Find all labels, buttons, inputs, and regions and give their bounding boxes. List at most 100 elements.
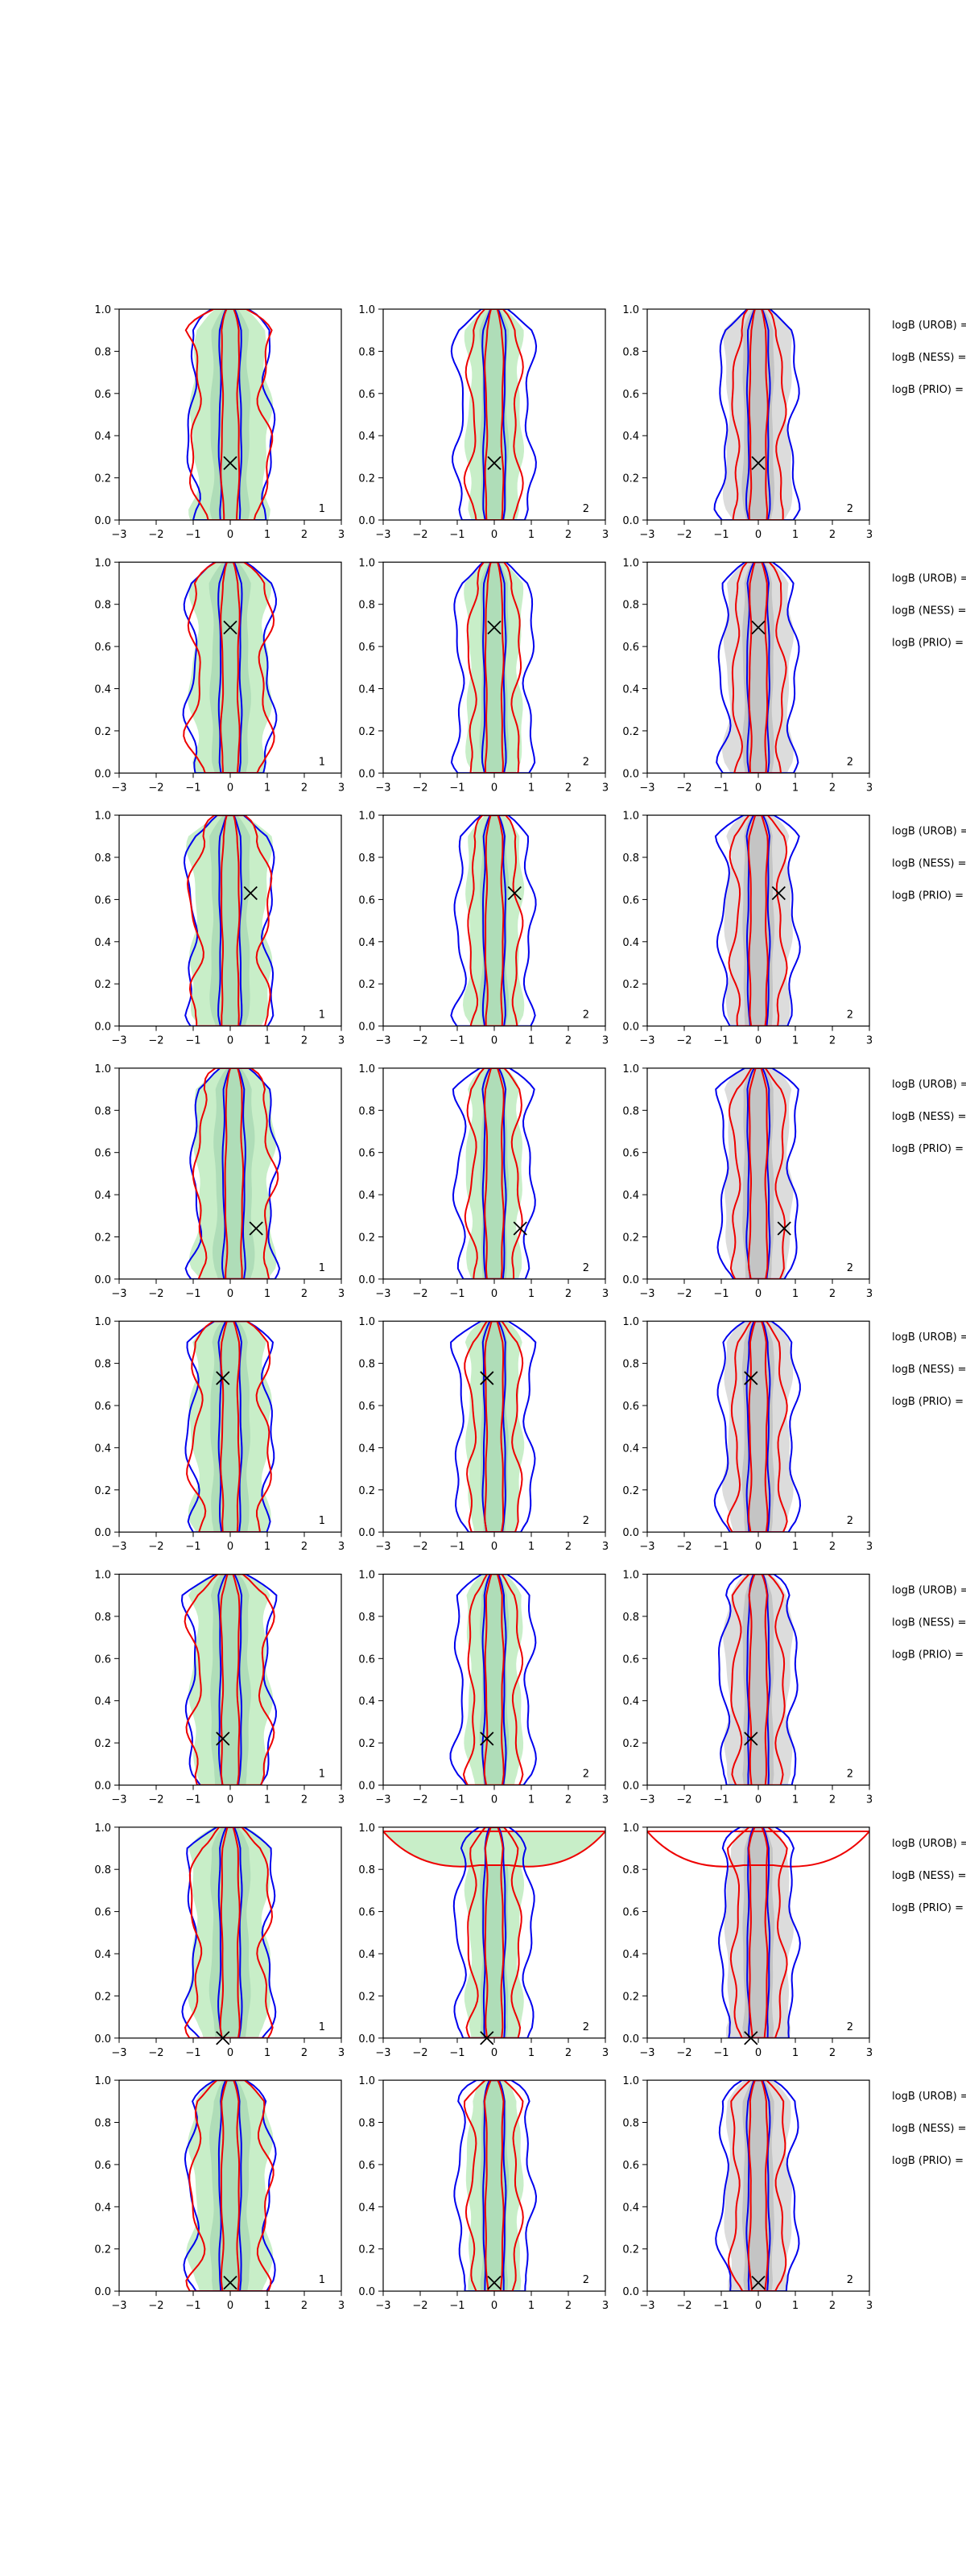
panel-index-label: 2 bbox=[583, 1515, 589, 1527]
panel-r6-c1: −3 −2 −1 0 1 2 3 0.0 0.2 0.4 0.6 0.8 1.0 1 bbox=[94, 1570, 345, 1806]
panel-index-label: 2 bbox=[583, 756, 589, 768]
y-tick-label: 1.0 bbox=[94, 2075, 111, 2087]
y-tick-label: 0.8 bbox=[622, 2118, 639, 2130]
legend-label-1: logB (UROB) = bbox=[892, 1838, 966, 1850]
panel-index-label: 1 bbox=[319, 2274, 325, 2286]
red-outer-contour bbox=[728, 1067, 786, 1279]
red-inner-contour bbox=[747, 2080, 769, 2292]
panel-index-label: 2 bbox=[583, 2274, 589, 2286]
y-tick-label: 0.6 bbox=[622, 1653, 639, 1666]
blue-outer-contour bbox=[453, 2080, 538, 2292]
y-tick-label: 1.0 bbox=[94, 1823, 111, 1835]
panel-r6-c2: −3 −2 −1 0 1 2 3 0.0 0.2 0.4 0.6 0.8 1.0 2 bbox=[358, 1570, 609, 1806]
y-tick-label: 0.0 bbox=[358, 2286, 375, 2298]
red-outer-contour bbox=[731, 309, 787, 520]
x-tick-label: 2 bbox=[565, 782, 572, 794]
blue-outer-contour bbox=[180, 1574, 278, 1785]
x-tick-label: −1 bbox=[713, 782, 729, 794]
truth-marker bbox=[777, 1221, 791, 1236]
legend-label-1: logB (UROB) = bbox=[892, 1079, 966, 1091]
x-tick-label: 2 bbox=[301, 2300, 308, 2312]
y-tick-label: 0.8 bbox=[94, 1612, 111, 1624]
plot-area bbox=[450, 562, 536, 774]
y-tick-label: 0.0 bbox=[94, 2033, 111, 2046]
y-tick-label: 0.2 bbox=[622, 1485, 639, 1497]
legend-label-1: logB (UROB) = bbox=[892, 320, 966, 332]
panel-r8-c2: −3 −2 −1 0 1 2 3 0.0 0.2 0.4 0.6 0.8 1.0 2 bbox=[358, 2075, 609, 2312]
posterior-inner-fill bbox=[209, 309, 251, 520]
panel-r3-c2: −3 −2 −1 0 1 2 3 0.0 0.2 0.4 0.6 0.8 1.0 2 bbox=[358, 811, 609, 1047]
y-tick-label: 0.6 bbox=[358, 2160, 375, 2172]
x-tick-label: −1 bbox=[713, 1035, 729, 1047]
x-tick-label: 2 bbox=[565, 1035, 572, 1047]
truth-marker bbox=[216, 1371, 230, 1385]
y-tick-label: 0.4 bbox=[94, 937, 111, 949]
blue-inner-contour bbox=[745, 309, 771, 520]
y-tick-label: 0.6 bbox=[94, 1148, 111, 1160]
x-tick-label: 2 bbox=[301, 1794, 308, 1806]
x-tick-label: −3 bbox=[375, 1035, 390, 1047]
x-tick-label: 3 bbox=[338, 2047, 345, 2059]
x-tick-label: 0 bbox=[755, 1541, 762, 1553]
y-tick-label: 1.0 bbox=[94, 1063, 111, 1075]
y-tick-label: 0.4 bbox=[94, 1443, 111, 1455]
y-tick-label: 0.4 bbox=[358, 684, 375, 696]
x-tick-label: 1 bbox=[264, 1541, 270, 1553]
x-tick-label: −2 bbox=[676, 782, 691, 794]
y-tick-label: 0.6 bbox=[94, 894, 111, 906]
truth-marker bbox=[751, 620, 766, 635]
legend-label-1: logB (UROB) = bbox=[892, 572, 966, 584]
y-tick-label: 1.0 bbox=[94, 304, 111, 316]
red-outer-contour bbox=[185, 2080, 275, 2292]
x-tick-label: 0 bbox=[491, 2300, 497, 2312]
x-tick-label: 2 bbox=[829, 2300, 836, 2312]
x-tick-label: 2 bbox=[565, 1288, 572, 1300]
y-tick-label: 1.0 bbox=[622, 557, 639, 569]
panel-index-label: 2 bbox=[847, 1769, 853, 1781]
x-tick-label: 1 bbox=[528, 529, 535, 541]
y-tick-label: 0.6 bbox=[622, 894, 639, 906]
x-tick-label: 0 bbox=[491, 1035, 497, 1047]
y-tick-label: 0.2 bbox=[622, 1738, 639, 1750]
x-tick-label: −1 bbox=[449, 782, 464, 794]
y-tick-label: 0.4 bbox=[358, 1949, 375, 1961]
x-tick-label: −1 bbox=[713, 2300, 729, 2312]
y-tick-label: 0.4 bbox=[622, 937, 639, 949]
legend-label-2: logB (NESS) = bbox=[892, 858, 966, 870]
truth-marker bbox=[216, 1732, 230, 1746]
plot-area bbox=[184, 309, 276, 520]
y-tick-label: 0.4 bbox=[94, 1190, 111, 1202]
x-tick-label: 1 bbox=[528, 1541, 535, 1553]
blue-outer-contour bbox=[452, 1827, 535, 2038]
x-tick-label: −2 bbox=[148, 1035, 163, 1047]
x-tick-label: 3 bbox=[338, 529, 345, 541]
x-tick-label: 0 bbox=[491, 1288, 497, 1300]
x-tick-label: 1 bbox=[792, 2047, 799, 2059]
x-tick-label: −3 bbox=[375, 2047, 390, 2059]
x-tick-label: −3 bbox=[639, 1794, 654, 1806]
y-tick-label: 0.2 bbox=[94, 473, 111, 485]
x-tick-label: −1 bbox=[185, 2047, 200, 2059]
legend-label-3: logB (PRIO) = bbox=[892, 637, 964, 649]
y-tick-label: 0.8 bbox=[358, 1612, 375, 1624]
y-tick-label: 0.2 bbox=[358, 979, 375, 991]
y-tick-label: 0.2 bbox=[358, 473, 375, 485]
x-tick-label: 2 bbox=[565, 2300, 572, 2312]
y-tick-label: 1.0 bbox=[622, 304, 639, 316]
x-tick-label: −2 bbox=[148, 529, 163, 541]
y-tick-label: 0.2 bbox=[358, 1738, 375, 1750]
panel-r2-c1: −3 −2 −1 0 1 2 3 0.0 0.2 0.4 0.6 0.8 1.0 1 bbox=[94, 557, 345, 794]
panel-r3-c3: −3 −2 −1 0 1 2 3 0.0 0.2 0.4 0.6 0.8 1.0 2 bbox=[622, 811, 873, 1047]
blue-outer-contour bbox=[449, 1574, 537, 1785]
y-tick-label: 1.0 bbox=[622, 811, 639, 823]
y-tick-label: 0.0 bbox=[622, 515, 639, 527]
y-tick-label: 0.4 bbox=[622, 1190, 639, 1202]
blue-inner-contour bbox=[745, 2080, 771, 2292]
y-tick-label: 0.0 bbox=[622, 1527, 639, 1539]
red-outer-contour bbox=[184, 309, 274, 520]
x-tick-label: −2 bbox=[412, 2047, 427, 2059]
legend-label-2: logB (NESS) = bbox=[892, 2123, 966, 2135]
x-tick-label: −2 bbox=[676, 1035, 691, 1047]
x-tick-label: −3 bbox=[639, 2300, 654, 2312]
x-tick-label: −1 bbox=[185, 1035, 200, 1047]
